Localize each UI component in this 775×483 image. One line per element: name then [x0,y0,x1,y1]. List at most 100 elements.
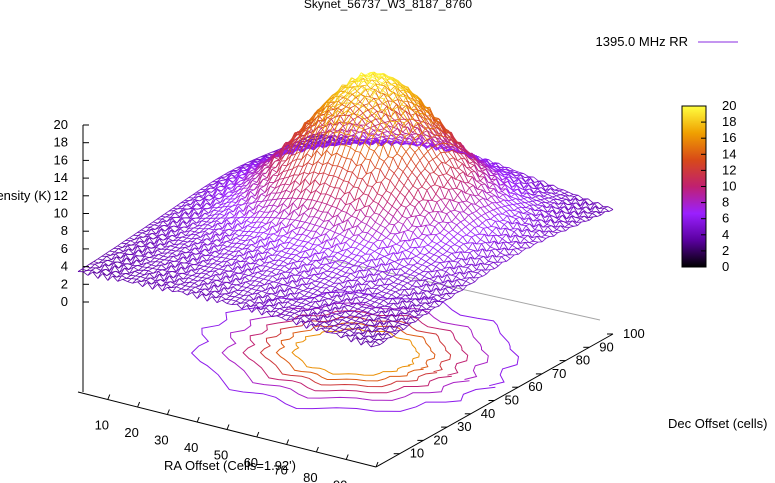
mesh-segment [276,272,282,276]
mesh-segment [235,235,240,239]
mesh-segment [364,142,370,149]
mesh-segment [498,221,505,225]
mesh-segment [476,210,482,216]
mesh-segment [465,280,471,285]
mesh-segment [360,250,366,255]
mesh-segment [181,288,187,291]
mesh-segment [420,279,426,282]
mesh-segment [380,224,386,229]
mesh-segment [423,246,430,253]
mesh-segment [172,255,179,261]
mesh-segment [126,275,131,279]
mesh-segment [166,248,172,251]
mesh-segment [415,113,421,117]
mesh-segment [188,194,193,198]
mesh-segment [448,287,455,291]
mesh-segment [259,281,265,286]
mesh-segment [324,228,330,231]
mesh-segment [349,105,356,109]
mesh-segment [438,282,445,286]
mesh-segment [474,195,480,201]
mesh-segment [237,266,244,273]
mesh-segment [339,311,346,314]
mesh-segment [347,170,353,173]
mesh-segment [342,279,349,284]
mesh-segment [249,231,254,237]
mesh-segment [351,302,358,305]
mesh-segment [254,235,260,239]
mesh-segment [395,110,401,116]
mesh-segment [345,317,352,320]
mesh-segment [145,257,150,259]
mesh-segment [380,257,386,266]
mesh-segment [416,177,423,188]
mesh-segment [82,270,88,273]
mesh-segment [420,224,427,227]
mesh-segment [452,188,458,196]
mesh-segment [328,109,334,111]
mesh-segment [176,205,182,207]
mesh-segment [280,269,286,273]
mesh-segment [82,271,89,276]
mesh-segment [366,283,372,289]
mesh-segment [196,237,201,239]
mesh-segment [412,225,418,228]
mesh-segment [406,218,413,227]
mesh-segment [467,207,473,214]
mesh-segment [230,237,236,241]
mesh-segment [337,165,343,169]
mesh-segment [150,229,157,235]
mesh-segment [280,221,287,228]
mesh-segment [283,261,289,265]
mesh-segment [307,133,313,137]
mesh-segment [425,261,432,265]
mesh-segment [390,193,397,200]
mesh-segment [126,240,131,245]
mesh-segment [425,224,432,235]
mesh-segment [380,113,387,120]
mesh-segment [351,159,357,166]
mesh-segment [302,264,309,273]
mesh-segment [175,216,180,218]
mesh-segment [383,208,389,214]
mesh-segment [101,253,106,257]
mesh-segment [148,270,154,274]
mesh-segment [291,158,298,163]
mesh-segment [440,269,447,272]
mesh-segment [234,254,240,257]
mesh-segment [403,231,410,242]
mesh-segment [540,213,547,223]
mesh-segment [298,288,304,292]
mesh-segment [552,196,558,200]
mesh-segment [173,208,178,211]
mesh-segment [182,240,188,243]
mesh-segment [350,273,357,278]
mesh-segment [347,256,353,260]
mesh-segment [394,261,400,265]
mesh-segment [219,182,225,188]
mesh-segment [304,295,310,298]
mesh-segment [275,268,281,271]
mesh-segment [393,282,399,285]
mesh-segment [509,229,515,233]
mesh-segment [146,247,153,254]
mesh-segment [347,110,353,115]
mesh-segment [116,256,122,263]
mesh-segment [387,131,393,133]
mesh-segment [289,180,296,186]
mesh-segment [285,218,291,220]
mesh-segment [322,162,328,166]
mesh-segment [288,210,295,216]
mesh-segment [502,194,509,202]
mesh-segment [399,133,406,137]
mesh-segment [172,205,178,209]
mesh-segment [233,250,239,253]
mesh-segment [318,251,325,255]
mesh-segment [495,226,502,236]
mesh-segment [483,228,489,237]
mesh-segment [210,293,217,299]
mesh-segment [333,130,339,133]
mesh-segment [432,296,439,302]
mesh-segment [511,244,518,249]
mesh-segment [370,216,376,223]
